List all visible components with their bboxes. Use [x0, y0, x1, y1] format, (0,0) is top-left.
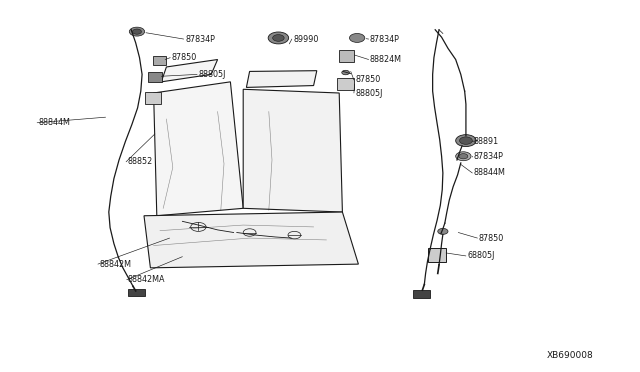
Circle shape	[456, 152, 471, 161]
Text: 88844M: 88844M	[38, 118, 70, 127]
Text: 88852: 88852	[128, 157, 153, 166]
Polygon shape	[161, 60, 218, 82]
Polygon shape	[246, 71, 317, 87]
Text: 88842M: 88842M	[99, 260, 131, 269]
FancyBboxPatch shape	[153, 56, 166, 65]
Circle shape	[459, 154, 468, 159]
FancyBboxPatch shape	[413, 290, 430, 298]
Text: 89990: 89990	[293, 35, 319, 44]
Circle shape	[456, 135, 476, 147]
FancyBboxPatch shape	[337, 78, 354, 90]
Text: 87834P: 87834P	[186, 35, 216, 44]
Text: 88891: 88891	[474, 137, 499, 146]
Circle shape	[460, 137, 472, 144]
Text: 88805J: 88805J	[198, 70, 226, 79]
Circle shape	[132, 29, 141, 34]
Text: 88844M: 88844M	[474, 169, 506, 177]
Polygon shape	[154, 82, 243, 216]
Text: 87850: 87850	[172, 53, 196, 62]
Text: 87834P: 87834P	[474, 153, 504, 161]
Circle shape	[349, 33, 365, 42]
FancyBboxPatch shape	[145, 92, 161, 104]
Polygon shape	[144, 212, 358, 268]
Text: 88805J: 88805J	[355, 89, 383, 97]
Circle shape	[129, 27, 145, 36]
Circle shape	[273, 35, 284, 41]
FancyBboxPatch shape	[339, 50, 354, 62]
Text: 88824M: 88824M	[370, 55, 402, 64]
Text: 87834P: 87834P	[370, 35, 400, 44]
FancyBboxPatch shape	[128, 289, 145, 296]
Text: 87850: 87850	[355, 76, 380, 84]
Text: 87850: 87850	[479, 234, 504, 243]
Text: 68805J: 68805J	[467, 251, 495, 260]
Circle shape	[342, 70, 349, 75]
Text: 88842MA: 88842MA	[128, 275, 166, 284]
Text: XB690008: XB690008	[547, 351, 594, 360]
FancyBboxPatch shape	[428, 248, 446, 262]
Circle shape	[438, 228, 448, 234]
FancyBboxPatch shape	[148, 72, 162, 82]
Polygon shape	[243, 89, 342, 212]
Circle shape	[268, 32, 289, 44]
